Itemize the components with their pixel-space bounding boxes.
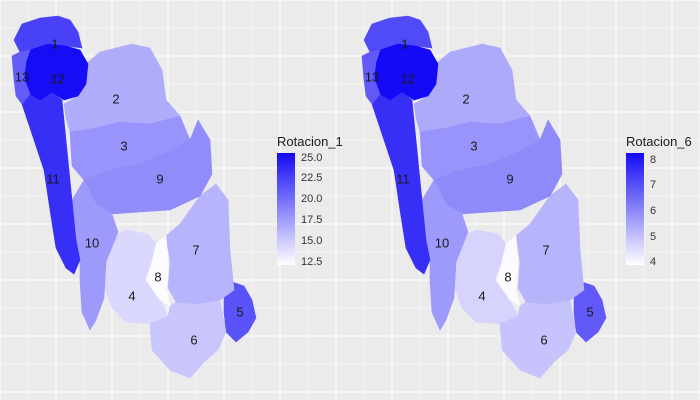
legend-tick: 5	[650, 231, 657, 243]
legend-tick: 22.5	[301, 172, 323, 184]
region-5	[573, 281, 607, 343]
region-label-5: 5	[236, 304, 243, 319]
legend-tick: 8	[650, 154, 657, 166]
region-label-13: 13	[365, 69, 379, 84]
region-label-10: 10	[85, 235, 99, 250]
region-label-1: 1	[401, 36, 408, 51]
region-label-7: 7	[542, 242, 549, 257]
region-5	[223, 281, 257, 343]
region-13	[361, 49, 381, 105]
legend-tick: 15.0	[301, 235, 323, 247]
region-8	[495, 235, 521, 307]
region-label-12: 12	[401, 71, 415, 86]
region-8	[145, 235, 171, 307]
region-label-4: 4	[478, 288, 485, 303]
region-label-11: 11	[396, 171, 410, 186]
region-label-5: 5	[586, 304, 593, 319]
region-label-3: 3	[120, 138, 127, 153]
region-13	[11, 49, 31, 105]
region-label-13: 13	[15, 69, 29, 84]
region-10	[421, 179, 469, 331]
region-label-9: 9	[156, 171, 163, 186]
legend-tick: 17.5	[301, 214, 323, 226]
legend-tick: 12.5	[301, 256, 323, 268]
region-label-2: 2	[112, 91, 119, 106]
legend-colorbar-2	[626, 153, 644, 265]
region-label-3: 3	[470, 138, 477, 153]
region-label-12: 12	[51, 71, 65, 86]
legend-tick: 4	[650, 256, 657, 268]
region-label-4: 4	[128, 288, 135, 303]
region-label-2: 2	[462, 91, 469, 106]
legend-title-2: Rotacion_6	[626, 134, 692, 149]
region-label-7: 7	[192, 242, 199, 257]
region-label-8: 8	[154, 269, 161, 284]
legend-title-1: Rotacion_1	[277, 134, 343, 149]
legend-colorbar-1	[277, 153, 295, 265]
region-label-8: 8	[504, 269, 511, 284]
region-label-6: 6	[190, 332, 197, 347]
region-10	[71, 179, 119, 331]
legend-tick: 6	[650, 205, 657, 217]
region-label-10: 10	[435, 235, 449, 250]
legend-tick: 20.0	[301, 193, 323, 205]
region-label-11: 11	[46, 171, 60, 186]
region-9	[433, 119, 563, 215]
region-9	[83, 119, 213, 215]
region-label-9: 9	[506, 171, 513, 186]
legend-tick: 7	[650, 179, 657, 191]
legend-tick: 25.0	[301, 152, 323, 164]
region-label-1: 1	[51, 36, 58, 51]
region-label-6: 6	[540, 332, 547, 347]
